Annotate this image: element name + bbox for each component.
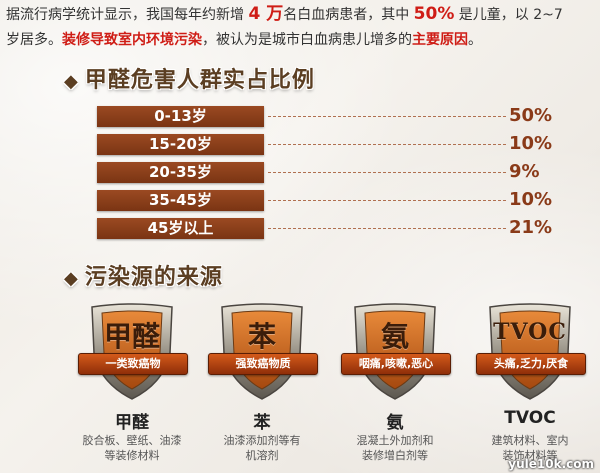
bar-value-label: 10%: [509, 133, 553, 154]
source-description-line: 机溶剂: [245, 449, 279, 462]
intro-highlight-percent: 50%: [413, 4, 455, 24]
bar-leader-line: [268, 116, 506, 117]
shield-glyph: TVOC: [493, 319, 567, 345]
bar-leader-line: [268, 228, 506, 229]
bar-row: 15-20岁 10%: [97, 133, 552, 155]
source-description: 胶合板、壁纸、油漆 等装修材料: [72, 433, 192, 463]
source-shield: 苯强致癌物质: [202, 303, 322, 403]
intro-text: 据流行病学统计显示，我国每年约新增: [6, 7, 249, 23]
bar-leader-line: [268, 200, 506, 201]
diamond-bullet-icon: ◆: [64, 268, 79, 289]
intro-text: 是儿童，以 2~7: [454, 7, 563, 23]
bar-value-label: 10%: [509, 189, 553, 210]
source-shield: 甲醛 一类致癌物: [72, 303, 192, 403]
source-shield: 氨咽痛,咳嗽,恶心: [335, 303, 455, 403]
bar-value-label: 21%: [509, 217, 553, 238]
shield-glyph: 甲醛: [103, 320, 160, 353]
bar-category-label: 45岁以上: [97, 218, 264, 239]
source-description-line: 胶合板、壁纸、油漆: [82, 434, 182, 447]
section-title-ratio: ◆ 甲醛危害人群实占比例: [64, 62, 315, 94]
source-name: 氨: [386, 413, 404, 433]
bar-value-label: 9%: [509, 161, 540, 182]
source-description-line: 建筑材料、室内: [491, 434, 569, 447]
intro-text: ，被认为是城市白血病患儿增多的: [202, 32, 412, 48]
intro-highlight-cause: 装修导致室内环境污染: [62, 32, 202, 48]
source-name: 甲醛: [115, 413, 149, 433]
shield-ribbon-label: 强致癌物质: [208, 353, 318, 375]
bar-row: 0-13岁 50%: [97, 105, 552, 127]
bar-row: 45岁以上 21%: [97, 217, 552, 239]
section-title-text: 甲醛危害人群实占比例: [84, 68, 315, 93]
shield-glyph: 苯: [247, 320, 276, 353]
bar-value-label: 50%: [509, 105, 553, 126]
shield-ribbon-label: 咽痛,咳嗽,恶心: [341, 353, 451, 375]
bar-category-label: 20-35岁: [97, 162, 264, 183]
diamond-bullet-icon: ◆: [64, 71, 79, 92]
shield-ribbon-label: 头痛,乏力,厌食: [476, 353, 586, 375]
bar-category-label: 15-20岁: [97, 134, 264, 155]
source-description: 油漆添加剂等有 机溶剂: [202, 433, 322, 463]
source-name: 苯: [253, 413, 271, 433]
source-description: 混凝土外加剂和 装修增白剂等: [335, 433, 455, 463]
shield-glyph: 氨: [380, 320, 409, 353]
intro-line-1: 据流行病学统计显示，我国每年约新增 4 万名白血病患者，其中 50% 是儿童，以…: [6, 2, 596, 28]
section-title-text: 污染源的来源: [84, 265, 223, 290]
bar-row: 20-35岁 9%: [97, 161, 540, 183]
source-description-line: 装修增白剂等: [362, 449, 428, 462]
intro-highlight-reason: 主要原因: [412, 32, 468, 48]
intro-line-2: 岁居多。装修导致室内环境污染，被认为是城市白血病患儿增多的主要原因。: [6, 28, 596, 53]
section-title-sources: ◆ 污染源的来源: [64, 259, 223, 291]
intro-text: 岁居多。: [6, 32, 62, 48]
source-name: TVOC: [504, 408, 556, 428]
bar-row: 35-45岁 10%: [97, 189, 552, 211]
intro-text: 。: [468, 32, 482, 48]
intro-text: 名白血病患者，其中: [283, 7, 414, 23]
shield-ribbon-label: 一类致癌物: [78, 353, 188, 375]
source-shield: TVOC 头痛,乏力,厌食: [470, 303, 590, 403]
source-description-line: 等装修材料: [104, 449, 160, 462]
source-description-line: 混凝土外加剂和: [356, 434, 434, 447]
bar-category-label: 0-13岁: [97, 106, 264, 127]
source-description: 建筑材料、室内 装饰材料等: [470, 433, 590, 463]
source-description-line: 油漆添加剂等有: [223, 434, 301, 447]
bar-category-label: 35-45岁: [97, 190, 264, 211]
intro-highlight-count: 4 万: [248, 4, 284, 24]
watermark: yule10k.com: [508, 457, 594, 471]
bar-leader-line: [268, 144, 506, 145]
source-description-line: 装饰材料等: [502, 449, 558, 462]
intro-paragraph: 据流行病学统计显示，我国每年约新增 4 万名白血病患者，其中 50% 是儿童，以…: [6, 2, 596, 53]
bar-leader-line: [268, 172, 506, 173]
